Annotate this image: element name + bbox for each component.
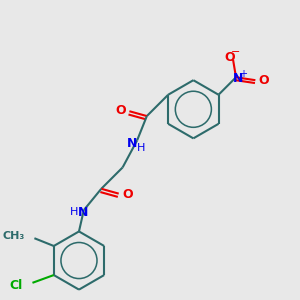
Text: −: − (231, 47, 241, 57)
Text: O: O (122, 188, 133, 201)
Text: O: O (224, 51, 235, 64)
Text: N: N (78, 206, 88, 218)
Text: H: H (137, 143, 145, 153)
Text: O: O (115, 104, 126, 117)
Text: +: + (239, 69, 247, 80)
Text: O: O (259, 74, 269, 87)
Text: N: N (127, 137, 137, 150)
Text: Cl: Cl (10, 279, 23, 292)
Text: N: N (233, 72, 243, 85)
Text: CH₃: CH₃ (2, 231, 25, 241)
Text: H: H (70, 207, 78, 217)
